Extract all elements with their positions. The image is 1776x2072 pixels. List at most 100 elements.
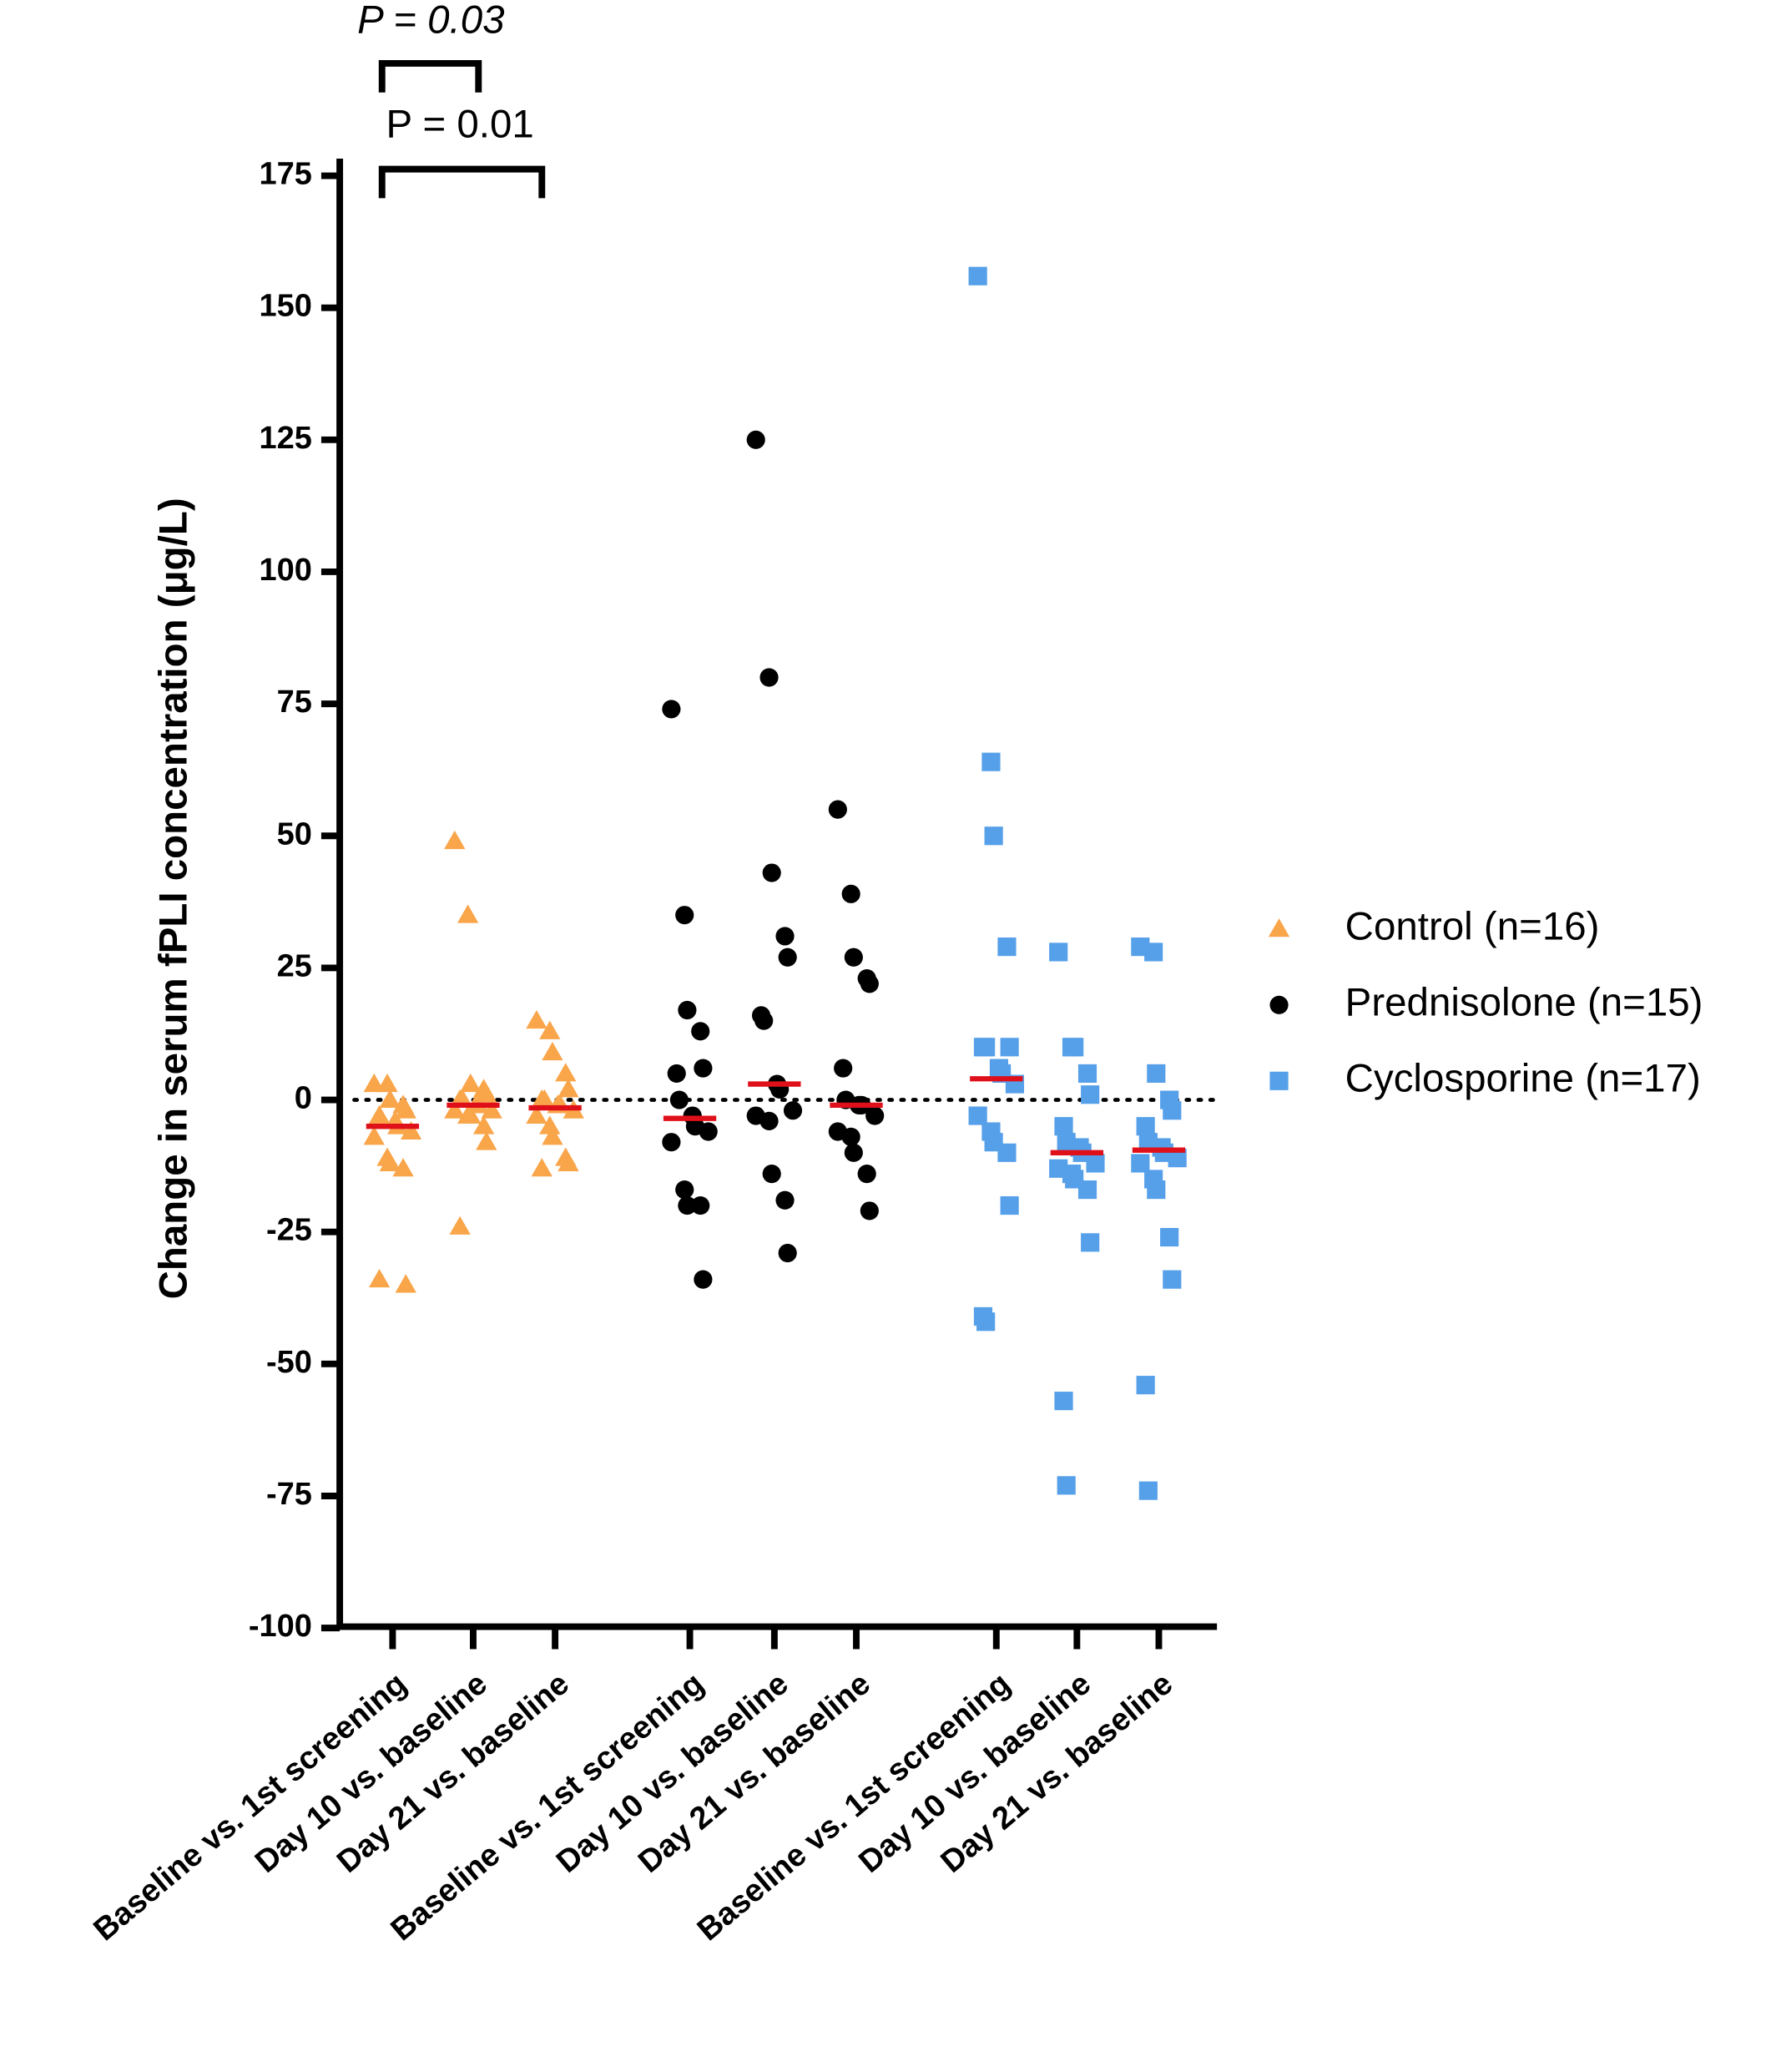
data-point bbox=[539, 1020, 561, 1039]
data-point bbox=[1054, 1117, 1073, 1136]
y-tick-label: 0 bbox=[295, 1081, 312, 1116]
y-tick-label: -50 bbox=[266, 1345, 312, 1380]
data-point bbox=[1147, 1064, 1166, 1084]
legend-marker bbox=[1269, 1071, 1289, 1090]
data-point bbox=[539, 1115, 561, 1135]
data-point bbox=[759, 1111, 779, 1130]
data-point bbox=[976, 1312, 996, 1332]
data-point bbox=[844, 1143, 863, 1162]
data-point bbox=[976, 1038, 996, 1057]
data-point bbox=[1081, 1233, 1100, 1252]
data-point bbox=[1054, 1392, 1073, 1411]
data-point bbox=[667, 1064, 686, 1084]
data-point bbox=[379, 1152, 401, 1171]
data-point bbox=[694, 1059, 713, 1078]
data-point bbox=[368, 1268, 391, 1288]
data-point bbox=[1077, 1180, 1097, 1200]
data-point bbox=[1168, 1149, 1187, 1168]
data-point bbox=[542, 1126, 563, 1145]
data-point bbox=[984, 826, 1003, 846]
data-point bbox=[857, 1165, 876, 1184]
data-point bbox=[675, 906, 694, 925]
data-point bbox=[834, 1059, 853, 1078]
data-point bbox=[558, 1152, 579, 1171]
data-point bbox=[457, 904, 479, 923]
data-point bbox=[997, 1143, 1017, 1162]
data-point bbox=[1057, 1476, 1076, 1495]
data-point bbox=[860, 1201, 879, 1220]
data-point bbox=[699, 1122, 718, 1141]
data-point bbox=[400, 1120, 422, 1140]
data-point bbox=[1131, 1154, 1150, 1173]
data-point bbox=[533, 1089, 556, 1109]
y-tick-label: 125 bbox=[259, 421, 311, 456]
y-tick-label: 75 bbox=[277, 685, 312, 720]
data-point bbox=[775, 1190, 795, 1210]
data-point bbox=[395, 1274, 416, 1293]
y-tick-label: -75 bbox=[266, 1477, 312, 1512]
data-point bbox=[678, 1000, 697, 1020]
y-tick-label: -100 bbox=[249, 1609, 312, 1644]
data-point bbox=[481, 1099, 502, 1119]
data-point bbox=[1081, 1085, 1100, 1104]
legend-marker bbox=[1269, 995, 1289, 1014]
data-point bbox=[981, 752, 1001, 771]
data-point bbox=[759, 668, 779, 687]
data-point bbox=[669, 1090, 689, 1109]
data-point bbox=[841, 1127, 860, 1146]
data-point bbox=[472, 1115, 495, 1135]
data-point bbox=[662, 700, 681, 719]
data-point bbox=[968, 266, 987, 286]
data-point bbox=[778, 1243, 797, 1263]
legend-label: Cyclosporine (n=17) bbox=[1345, 1056, 1701, 1100]
data-point bbox=[542, 1041, 563, 1061]
data-point bbox=[1144, 943, 1163, 962]
data-point bbox=[865, 1106, 885, 1125]
data-point bbox=[1136, 1117, 1155, 1136]
data-point bbox=[783, 1101, 803, 1120]
data-point bbox=[460, 1073, 482, 1093]
data-point bbox=[694, 1270, 713, 1289]
significance-bracket bbox=[378, 165, 546, 199]
data-point bbox=[844, 948, 863, 967]
data-point bbox=[1160, 1227, 1179, 1247]
data-point bbox=[828, 800, 847, 819]
data-point bbox=[1049, 943, 1068, 962]
data-point bbox=[531, 1158, 552, 1177]
data-point bbox=[762, 863, 781, 882]
x-tick-label: Baseline vs. 1st screening bbox=[88, 1666, 414, 1948]
legend-label: Prednisolone (n=15) bbox=[1345, 980, 1703, 1024]
y-tick-label: 50 bbox=[277, 816, 312, 852]
data-point bbox=[662, 1133, 681, 1152]
data-point bbox=[444, 830, 466, 850]
data-point bbox=[379, 1089, 401, 1109]
y-tick-label: 100 bbox=[259, 553, 311, 588]
y-tick-label: -25 bbox=[266, 1213, 312, 1248]
data-point bbox=[1163, 1101, 1182, 1120]
data-point bbox=[778, 948, 797, 967]
data-point bbox=[395, 1099, 416, 1119]
data-point bbox=[691, 1022, 710, 1041]
data-point bbox=[1000, 1038, 1019, 1057]
data-point bbox=[997, 937, 1017, 957]
data-point bbox=[1147, 1180, 1166, 1200]
data-point bbox=[1065, 1038, 1084, 1057]
data-point bbox=[860, 974, 879, 993]
data-point bbox=[376, 1073, 398, 1093]
data-point bbox=[1138, 1481, 1158, 1500]
data-point bbox=[476, 1084, 497, 1103]
data-point bbox=[1000, 1195, 1019, 1215]
data-point bbox=[444, 1099, 466, 1119]
significance-bracket bbox=[378, 60, 482, 93]
data-point bbox=[754, 1011, 774, 1030]
data-point bbox=[558, 1079, 579, 1098]
data-point bbox=[968, 1106, 987, 1125]
data-point bbox=[526, 1010, 547, 1029]
data-point bbox=[392, 1158, 414, 1177]
data-point bbox=[526, 1104, 547, 1124]
y-axis-label: Change in serum fPLI concentration (μg/L… bbox=[151, 498, 195, 1299]
data-point bbox=[775, 927, 795, 946]
data-point bbox=[1163, 1270, 1182, 1289]
annotation: P = 0.03 bbox=[357, 0, 504, 42]
